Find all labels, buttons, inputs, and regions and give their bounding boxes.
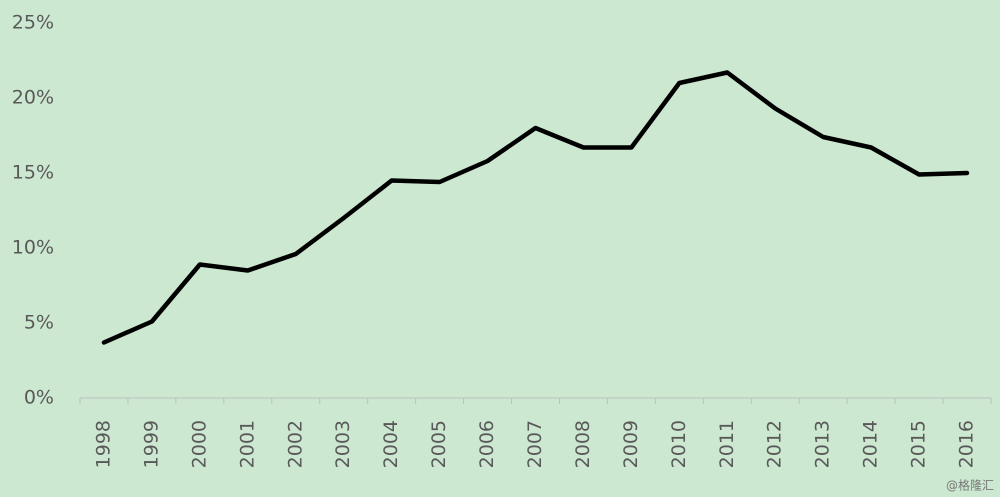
x-tick-label: 2007 <box>524 420 546 468</box>
x-tick-label: 2003 <box>332 420 354 468</box>
x-tick-label: 2016 <box>956 420 978 468</box>
x-tick-label: 2013 <box>812 420 834 468</box>
x-tick-label: 2010 <box>668 420 690 468</box>
y-tick-label: 25% <box>12 12 54 34</box>
y-tick-label: 15% <box>12 162 54 184</box>
x-tick-label: 2011 <box>716 420 738 468</box>
x-tick-label: 2012 <box>764 420 786 468</box>
x-tick-label: 2002 <box>284 420 306 468</box>
x-tick-label: 2014 <box>860 420 882 468</box>
watermark: @格隆汇 <box>946 478 994 493</box>
x-tick-label: 2008 <box>572 420 594 468</box>
y-tick-label: 20% <box>12 87 54 109</box>
y-tick-label: 5% <box>24 312 54 334</box>
y-tick-label: 10% <box>12 237 54 259</box>
line-series <box>101 70 970 345</box>
y-tick-label: 0% <box>24 387 54 409</box>
x-tick-label: 1999 <box>140 420 162 468</box>
x-tick-label: 2000 <box>188 420 210 468</box>
x-tick-label: 2001 <box>236 420 258 468</box>
x-tick-label: 2005 <box>428 420 450 468</box>
x-tick-label: 1998 <box>92 420 114 468</box>
x-tick-label: 2015 <box>908 420 930 468</box>
x-tick-label: 2004 <box>380 420 402 468</box>
x-tick-label: 2009 <box>620 420 642 468</box>
x-tick-label: 2006 <box>476 420 498 468</box>
